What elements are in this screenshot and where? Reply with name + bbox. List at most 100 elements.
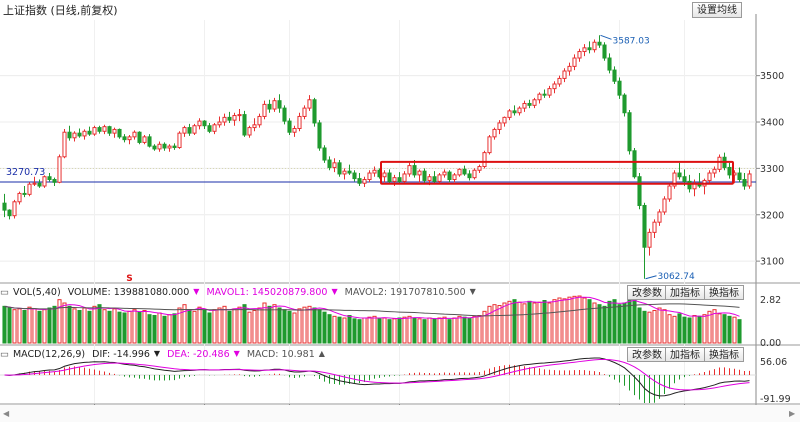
macd-switch-indicator-button[interactable]: 换指标 xyxy=(704,347,744,362)
set-ma-button[interactable]: 设置均线 xyxy=(692,2,742,18)
volume-bar xyxy=(12,309,17,344)
volume-bar xyxy=(272,304,277,344)
dif-value: DIF: -14.996 xyxy=(92,349,150,360)
candle-body xyxy=(677,172,682,178)
volume-bar xyxy=(337,316,342,344)
candle-body xyxy=(67,131,72,139)
candle-body xyxy=(437,174,442,182)
volume-bar xyxy=(207,312,212,344)
candle-body xyxy=(612,69,617,82)
volume-param-button[interactable]: 改参数 xyxy=(627,285,667,300)
candle-body xyxy=(142,136,147,143)
candle-body xyxy=(262,103,267,117)
candle-body xyxy=(12,201,17,217)
reference-label: 3270.73 xyxy=(6,167,45,178)
candle-body xyxy=(42,176,47,187)
volume-bar xyxy=(582,297,587,344)
candle-body xyxy=(462,168,467,175)
volume-bar xyxy=(567,296,572,344)
candle-body xyxy=(37,182,42,187)
candle-body xyxy=(102,126,107,132)
volume-bar xyxy=(562,298,567,344)
macd-param-button[interactable]: 改参数 xyxy=(627,347,667,362)
candle-body xyxy=(467,173,472,179)
candle-body xyxy=(197,120,202,127)
mavol2-value: MAVOL2: 191707810.500 xyxy=(344,287,466,298)
candle-body xyxy=(517,107,522,114)
mavol2-down-arrow-icon: ▼ xyxy=(469,287,476,296)
candle-body xyxy=(737,172,742,181)
volume-bar xyxy=(732,316,737,344)
volume-tick-label: 2.82 xyxy=(760,295,781,306)
volume-bar xyxy=(57,299,62,344)
volume-bar xyxy=(242,304,247,344)
volume-bar xyxy=(162,315,167,344)
macd-collapse-icon[interactable]: ▭ xyxy=(0,349,9,360)
candle-body xyxy=(372,169,377,174)
candle-body xyxy=(442,171,447,176)
volume-bar xyxy=(312,307,317,344)
candle-body xyxy=(452,174,457,181)
volume-indicator-label: VOL(5,40) xyxy=(12,287,61,298)
volume-bar xyxy=(597,304,602,344)
volume-bar xyxy=(602,305,607,344)
high-label: 3587.03 xyxy=(613,36,650,46)
volume-bar xyxy=(447,319,452,344)
volume-bar xyxy=(462,316,467,344)
candle-body xyxy=(152,145,157,150)
volume-bar xyxy=(27,306,32,344)
macd-legend: ▭ MACD(12,26,9) DIF: -14.996 ▼ DEA: -20.48… xyxy=(0,347,329,361)
volume-bar xyxy=(417,318,422,344)
candle-body xyxy=(187,127,192,134)
candle-body xyxy=(297,115,302,130)
volume-bar xyxy=(737,319,742,344)
volume-bar xyxy=(547,302,552,344)
candle-body xyxy=(332,162,337,168)
macd-value: MACD: 10.981 xyxy=(246,349,315,360)
candle-body xyxy=(72,132,77,139)
candle-body xyxy=(217,121,222,126)
candle-body xyxy=(742,179,747,187)
volume-bar xyxy=(632,295,637,344)
volume-bar xyxy=(707,310,712,344)
candle-body xyxy=(362,179,367,184)
s-marker: S xyxy=(126,274,132,284)
candle-body xyxy=(127,136,132,141)
volume-bar xyxy=(667,314,672,344)
volume-bar xyxy=(262,302,267,344)
volume-bar xyxy=(412,317,417,344)
dif-down-arrow-icon: ▼ xyxy=(153,349,161,358)
candle-body xyxy=(642,204,647,248)
volume-bar xyxy=(232,308,237,344)
candle-body xyxy=(222,116,227,123)
volume-bar xyxy=(197,306,202,344)
candle-body xyxy=(672,172,677,187)
candle-body xyxy=(97,127,102,132)
candle-body xyxy=(502,116,507,124)
volume-bar xyxy=(672,315,677,344)
volume-value: VOLUME: 139881080.000 xyxy=(67,287,190,298)
volume-bar xyxy=(407,315,412,344)
volume-bar xyxy=(22,310,27,344)
volume-add-indicator-button[interactable]: 加指标 xyxy=(665,285,705,300)
candle-body xyxy=(567,65,572,72)
macd-add-indicator-button[interactable]: 加指标 xyxy=(665,347,705,362)
volume-bar xyxy=(37,310,42,344)
candle-body xyxy=(597,41,602,46)
volume-bar xyxy=(217,307,222,344)
candle-body xyxy=(327,159,332,168)
volume-switch-indicator-button[interactable]: 换指标 xyxy=(704,285,744,300)
candle-body xyxy=(47,176,52,181)
volume-bar xyxy=(152,315,157,344)
volume-bar xyxy=(367,316,372,344)
volume-bar xyxy=(322,311,327,344)
volume-bar xyxy=(142,310,147,344)
mavol1-line xyxy=(4,296,740,320)
candle-body xyxy=(552,83,557,90)
volume-collapse-icon[interactable]: ▭ xyxy=(0,287,9,298)
y-tick-label: 3500 xyxy=(760,71,784,82)
volume-bar xyxy=(612,299,617,344)
candle-body xyxy=(682,176,687,182)
candle-body xyxy=(292,128,297,133)
volume-bar xyxy=(497,305,502,344)
